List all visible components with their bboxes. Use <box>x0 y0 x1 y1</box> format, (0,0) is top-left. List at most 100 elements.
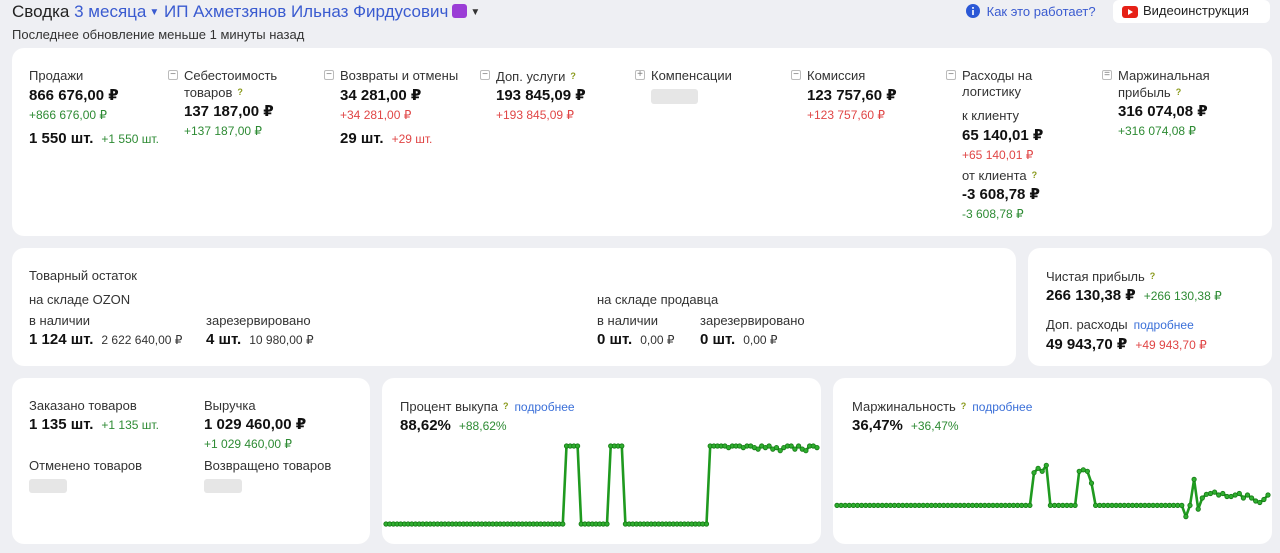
help-icon[interactable]: ? <box>570 71 576 81</box>
seller-selector[interactable]: ИП Ахметзянов Ильназ Фирдусович ▼ <box>163 2 481 21</box>
help-icon[interactable]: ? <box>1175 87 1182 97</box>
marginality-chart-point-31 <box>961 502 967 509</box>
marginality-chart-point-101 <box>1248 495 1255 501</box>
sales-label: Продажи <box>29 68 84 83</box>
cost-delta: +137 187,00 ₽ <box>184 124 263 138</box>
compensation-placeholder <box>651 89 698 104</box>
sales-value: 866 676,00 ₽ <box>29 87 119 104</box>
marginality-chart-point-104 <box>1261 496 1267 503</box>
logistics-to-value: 65 140,01 ₽ <box>962 127 1044 144</box>
equals-icon: = <box>1102 70 1112 80</box>
buyout-chart-series-line <box>386 444 818 526</box>
marginality-chart-point-99 <box>1240 495 1246 501</box>
services-delta: +193 845,09 ₽ <box>496 108 575 122</box>
marginality-more-link[interactable]: подробнее <box>972 400 1033 414</box>
last-update-text: Последнее обновление меньше 1 минуты наз… <box>12 27 305 42</box>
ozon-available-label: в наличии <box>29 313 91 328</box>
marginality-chart-point-73 <box>1133 502 1140 509</box>
returns-delta: +34 281,00 ₽ <box>340 108 412 122</box>
marginality-chart-point-88 <box>1195 506 1201 512</box>
minus-icon: − <box>168 70 178 80</box>
marginality-chart-point-49 <box>1035 465 1041 471</box>
logistics-from-value: -3 608,78 ₽ <box>962 186 1040 203</box>
ozon-reserved-value: 4 шт. 10 980,00 ₽ <box>206 331 314 348</box>
help-icon[interactable]: ? <box>960 401 967 411</box>
extra-expenses-label: Доп. расходы подробнее <box>1046 317 1194 332</box>
margin-delta: +316 074,08 ₽ <box>1118 124 1197 138</box>
ozon-reserved-label: зарезервировано <box>206 313 311 328</box>
buyout-chart-point-101 <box>755 446 761 452</box>
marginality-chart-point-103 <box>1257 499 1263 506</box>
marginality-chart-point-62 <box>1088 480 1095 486</box>
marginality-chart-point-100 <box>1244 492 1251 498</box>
revenue-label: Выручка <box>204 398 256 413</box>
net-profit-label: Чистая прибыль? <box>1046 269 1156 284</box>
marginality-chart-point-87 <box>1191 476 1197 483</box>
cancelled-label: Отменено товаров <box>29 458 143 473</box>
minus-icon: − <box>480 70 490 80</box>
minus-icon: − <box>791 70 801 80</box>
cancelled-placeholder <box>29 479 67 493</box>
buyout-chart-point-111 <box>792 446 798 452</box>
buyout-chart-point-112 <box>795 443 802 449</box>
seller-reserved-label: зарезервировано <box>700 313 805 328</box>
page-title: Сводка 3 месяца ▼ ИП Ахметзянов Ильназ Фи… <box>12 2 481 21</box>
chevron-down-icon: ▼ <box>470 7 481 18</box>
returns-value: 34 281,00 ₽ <box>340 87 422 104</box>
margin-label-2: прибыль? <box>1118 85 1182 100</box>
cost-value: 137 187,00 ₽ <box>184 103 274 120</box>
marginality-chart-series-line <box>837 463 1269 518</box>
marginality-value: 36,47% +36,47% <box>852 417 959 434</box>
help-icon[interactable]: ? <box>237 87 243 97</box>
marginality-label: Маржинальность? подробнее <box>852 399 1033 414</box>
marginality-chart-point-105 <box>1265 492 1271 498</box>
commission-label: Комиссия <box>807 68 866 83</box>
logistics-to-label: к клиенту <box>962 108 1019 123</box>
logistics-from-label: от клиента? <box>962 168 1038 183</box>
info-icon <box>966 4 980 18</box>
buyout-chart-point-104 <box>766 443 772 449</box>
buyout-chart-point-64 <box>619 443 625 449</box>
logistics-from-delta: -3 608,78 ₽ <box>962 207 1024 221</box>
marginality-chart-point-86 <box>1187 502 1193 509</box>
services-label: Доп. услуги? <box>496 69 576 84</box>
seller-reserved-value: 0 шт. 0,00 ₽ <box>700 331 778 348</box>
stock-title: Товарный остаток <box>29 268 137 283</box>
chevron-down-icon: ▼ <box>149 7 160 18</box>
margin-value: 316 074,08 ₽ <box>1118 103 1208 120</box>
stock-card <box>12 248 1016 366</box>
buyout-chart-point-87 <box>703 521 710 527</box>
buyout-chart-point-107 <box>777 448 783 454</box>
extra-expenses-value: 49 943,70 ₽ +49 943,70 ₽ <box>1046 336 1207 353</box>
net-profit-value: 266 130,38 ₽ +266 130,38 ₽ <box>1046 287 1222 304</box>
marginality-chart-point-92 <box>1211 489 1218 495</box>
buyout-more-link[interactable]: подробнее <box>514 400 575 414</box>
video-instruction-button[interactable]: Видеоинструкция <box>1113 0 1270 23</box>
extra-expenses-more-link[interactable]: подробнее <box>1133 318 1194 332</box>
returned-placeholder <box>204 479 242 493</box>
marginality-chart-point-48 <box>1031 470 1037 476</box>
commission-value: 123 757,60 ₽ <box>807 87 897 104</box>
buyout-chart-point-52 <box>575 443 581 449</box>
ozon-badge-icon <box>452 4 468 18</box>
cost-label-2: товаров? <box>184 85 243 100</box>
buyout-chart-point-106 <box>773 444 780 451</box>
cost-label: Себестоимость <box>184 68 278 83</box>
youtube-icon <box>1122 6 1138 18</box>
marginality-chart-point-10 <box>875 502 881 509</box>
help-icon[interactable]: ? <box>1149 271 1156 281</box>
logistics-label: Расходы на <box>962 68 1033 83</box>
help-icon[interactable]: ? <box>502 401 509 411</box>
marginality-chart-point-51 <box>1043 462 1049 468</box>
buyout-chart-point-114 <box>803 448 809 454</box>
help-icon[interactable]: ? <box>1031 170 1038 180</box>
seller-stock-label: на складе продавца <box>597 292 719 307</box>
ozon-available-value: 1 124 шт. 2 622 640,00 ₽ <box>29 331 183 348</box>
sales-qty: 1 550 шт. +1 550 шт. <box>29 130 159 147</box>
marginality-chart-point-85 <box>1183 514 1189 520</box>
profit-card <box>1028 248 1272 366</box>
logistics-label-2: логистику <box>962 84 1022 99</box>
period-selector[interactable]: 3 месяца ▼ <box>74 2 160 21</box>
how-it-works-link[interactable]: Как это работает? <box>966 4 1096 20</box>
sales-delta: +866 676,00 ₽ <box>29 108 108 122</box>
